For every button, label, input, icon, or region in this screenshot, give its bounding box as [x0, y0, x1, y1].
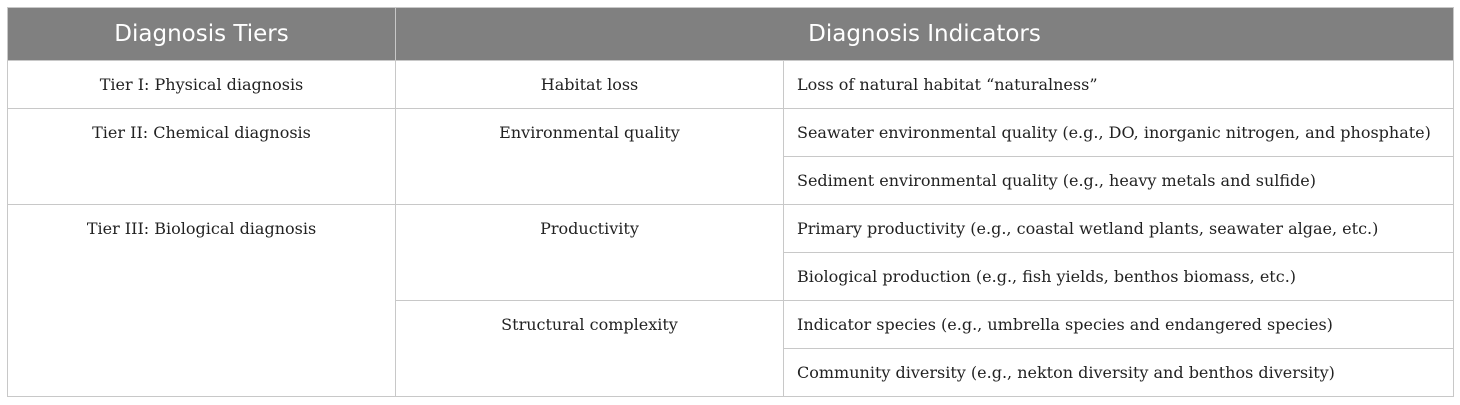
table-row: Tier II: Chemical diagnosis Environmenta… — [7, 108, 1455, 205]
indicator-cell: Biological production (e.g., fish yields… — [782, 252, 1455, 301]
diagnosis-table: Diagnosis Tiers Diagnosis Indicators Tie… — [7, 7, 1455, 397]
category-cell: Structural complexity — [395, 300, 784, 397]
diagnosis-table-container: Diagnosis Tiers Diagnosis Indicators Tie… — [7, 7, 1455, 397]
tier-cell: Tier I: Physical diagnosis — [7, 60, 396, 109]
table-row: Tier III: Biological diagnosis Productiv… — [7, 204, 1455, 397]
tier-cell: Tier II: Chemical diagnosis — [7, 108, 396, 205]
table-row: Sediment environmental quality (e.g., he… — [8, 156, 1455, 205]
table-row: Community diversity (e.g., nekton divers… — [8, 348, 1455, 397]
table-row: Biological production (e.g., fish yields… — [8, 252, 1455, 301]
indicator-cell: Seawater environmental quality (e.g., DO… — [782, 108, 1455, 157]
category-cell: Environmental quality — [395, 108, 784, 205]
category-cell: Habitat loss — [395, 60, 784, 109]
indicator-cell: Indicator species (e.g., umbrella specie… — [782, 300, 1455, 349]
header-row: Diagnosis Tiers Diagnosis Indicators — [7, 7, 1455, 61]
indicator-cell: Primary productivity (e.g., coastal wetl… — [782, 204, 1455, 253]
indicator-cell: Loss of natural habitat “naturalness” — [782, 60, 1455, 109]
header-diagnosis-tiers: Diagnosis Tiers — [7, 7, 396, 61]
table-row: Tier I: Physical diagnosis Habitat loss … — [7, 60, 1455, 109]
tier-cell: Tier III: Biological diagnosis — [7, 204, 396, 397]
header-diagnosis-indicators: Diagnosis Indicators — [394, 7, 1455, 61]
category-cell: Productivity — [395, 204, 784, 301]
indicator-cell: Sediment environmental quality (e.g., he… — [782, 156, 1455, 205]
indicator-cell: Community diversity (e.g., nekton divers… — [782, 348, 1455, 397]
